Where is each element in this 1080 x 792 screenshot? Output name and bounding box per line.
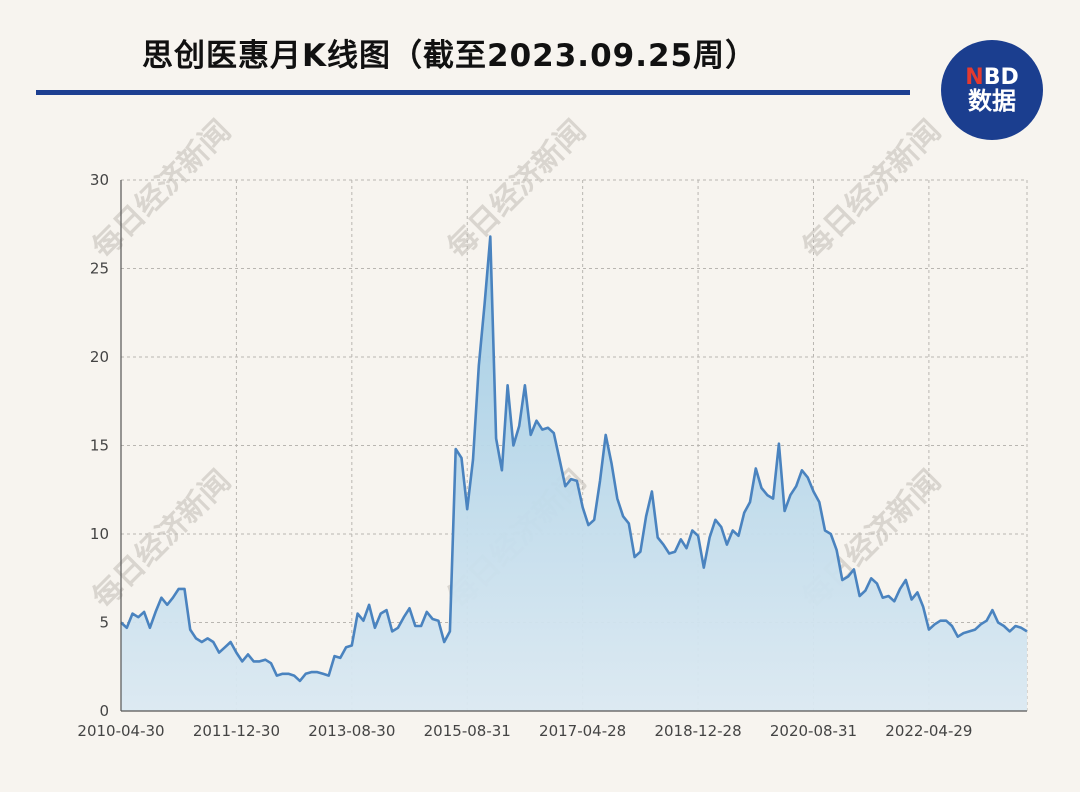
y-tick-labels: 0 5 10 15 20 25 30: [90, 171, 109, 720]
y-tick-label: 15: [90, 437, 109, 455]
logo-nbd-text: NBD: [965, 64, 1019, 90]
x-tick-label: 2010-04-30: [77, 722, 164, 740]
y-tick-label: 25: [90, 260, 109, 278]
watermark-text: 每日经济新闻: [441, 114, 593, 266]
x-tick-label: 2011-12-30: [193, 722, 280, 740]
y-tick-label: 5: [99, 614, 109, 632]
x-tick-label: 2018-12-28: [654, 722, 741, 740]
watermark-text: 每日经济新闻: [86, 114, 238, 266]
x-tick-label: 2013-08-30: [308, 722, 395, 740]
x-tick-label: 2015-08-31: [424, 722, 511, 740]
y-tick-label: 0: [99, 702, 109, 720]
chart-title: 思创医惠月K线图（截至2023.09.25周）: [142, 38, 758, 74]
watermark-text: 每日经济新闻: [796, 114, 948, 266]
price-area: [121, 236, 1027, 711]
x-tick-label: 2022-04-29: [885, 722, 972, 740]
x-tick-label: 2020-08-31: [770, 722, 857, 740]
logo-data-text: 数据: [968, 86, 1016, 115]
nbd-logo: NBD 数据: [941, 40, 1043, 140]
price-line: [120, 235, 1028, 683]
y-tick-label: 20: [90, 348, 109, 366]
y-tick-label: 30: [90, 171, 109, 189]
x-tick-labels: 2010-04-30 2011-12-30 2013-08-30 2015-08-31…: [77, 722, 972, 740]
y-tick-label: 10: [90, 525, 109, 543]
x-tick-label: 2017-04-28: [539, 722, 626, 740]
gridlines: [121, 179, 1028, 711]
title-rule: [36, 90, 910, 95]
